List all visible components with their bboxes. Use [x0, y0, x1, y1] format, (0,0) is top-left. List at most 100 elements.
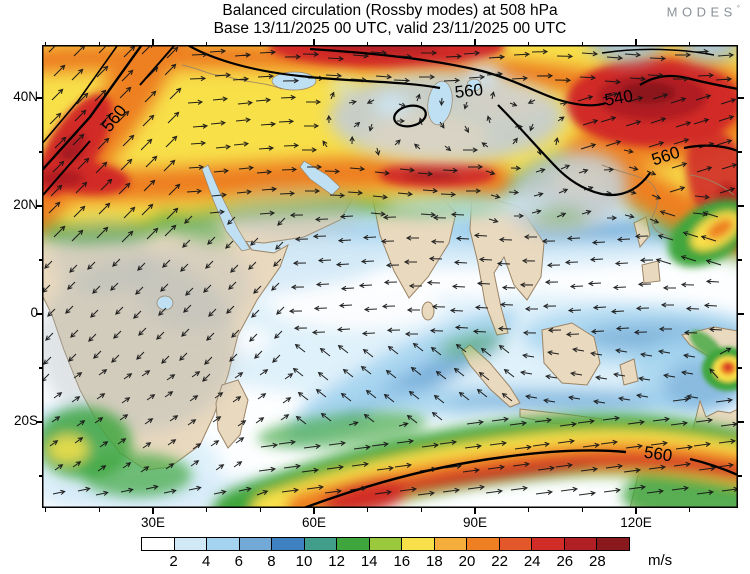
axis-tick — [738, 259, 742, 261]
axis-tick — [738, 367, 742, 369]
axis-tick — [38, 151, 42, 153]
colorbar-tick-label: 4 — [202, 553, 211, 570]
axis-tick — [738, 151, 742, 153]
page-subtitle: Base 13/11/2025 00 UTC, valid 23/11/2025… — [213, 20, 567, 37]
axis-tick — [420, 508, 422, 512]
axis-tick-label: 0 — [30, 305, 38, 320]
axis-tick — [38, 367, 42, 369]
colorbar-tick-label: 14 — [360, 553, 378, 570]
colorbar — [141, 537, 630, 551]
inland-seas — [156, 71, 482, 311]
contour-label: 540 — [603, 86, 634, 110]
axis-tick — [738, 205, 744, 207]
colorbar-segment — [336, 538, 369, 550]
colorbar-segment — [531, 538, 564, 550]
calm-grey-overlays — [42, 45, 738, 433]
axis-tick — [474, 508, 476, 514]
axis-tick — [635, 508, 637, 514]
axis-tick-label: 20N — [13, 197, 38, 212]
sumatra — [461, 344, 521, 408]
title-block: Balanced circulation (Rossby modes) at 5… — [42, 2, 738, 38]
colorbar-unit: m/s — [648, 552, 673, 569]
colorbar-tick-label: 12 — [328, 553, 345, 570]
colorbar-segment — [303, 538, 337, 550]
colorbar-tick-label: 28 — [589, 553, 606, 570]
colorbar-tick-label: 20 — [458, 553, 476, 570]
axis-tick — [259, 508, 261, 512]
colorbar-segment — [173, 538, 207, 550]
colorbar-tick-label: 8 — [267, 553, 276, 570]
axis-tick — [581, 508, 583, 512]
easterly-jet-streak — [668, 198, 738, 268]
axis-tick — [367, 508, 369, 512]
axis-tick — [206, 41, 208, 45]
axis-tick — [528, 508, 530, 512]
contour-label: 560 — [643, 443, 674, 466]
axis-tick — [36, 313, 42, 315]
axis-tick — [420, 41, 422, 45]
colorbar-segment — [206, 538, 239, 550]
colorbar-segment — [433, 538, 467, 550]
colorbar-tick-label: 6 — [234, 553, 243, 570]
axis-tick — [738, 97, 744, 99]
axis-tick — [635, 39, 637, 45]
modes-logo: MODES° — [667, 4, 740, 19]
colorbar-segment — [238, 538, 272, 550]
axis-tick — [45, 508, 47, 512]
colorbar-tick-label: 26 — [556, 553, 574, 570]
axis-tick — [38, 259, 42, 261]
sri-lanka — [421, 301, 435, 321]
colorbar-tick-label: 24 — [523, 553, 541, 570]
lake-victoria — [156, 295, 174, 311]
axis-tick — [152, 39, 154, 45]
axis-tick — [152, 508, 154, 514]
axis-tick — [581, 41, 583, 45]
mindanao — [641, 260, 661, 284]
axis-tick — [689, 508, 691, 512]
colorbar-tick-label: 10 — [295, 553, 313, 570]
axis-tick-label: 60E — [301, 515, 327, 530]
axis-tick — [259, 41, 261, 45]
axis-tick — [313, 508, 315, 514]
axis-tick — [738, 475, 742, 477]
axis-tick — [313, 39, 315, 45]
colorbar-segment — [563, 538, 597, 550]
axis-tick-label: 90E — [463, 515, 488, 530]
colorbar-segment — [368, 538, 402, 550]
axis-tick-label: 30E — [140, 515, 166, 530]
colorbar-segment — [401, 538, 434, 550]
axis-tick-label: 20S — [13, 413, 38, 428]
axis-tick — [738, 313, 744, 315]
map-frame — [42, 45, 738, 508]
axis-tick — [36, 421, 42, 423]
axis-tick — [206, 508, 208, 512]
colorbar-segment — [142, 538, 174, 550]
wind-arrow-field — [42, 45, 738, 497]
axis-tick-label: 40N — [13, 89, 38, 104]
axis-tick — [474, 39, 476, 45]
luzon — [633, 216, 651, 249]
axis-tick — [367, 41, 369, 45]
axis-tick — [528, 41, 530, 45]
axis-tick — [98, 508, 100, 512]
modes-logo-text: MODES — [666, 4, 737, 20]
modes-logo-mark: ° — [736, 4, 740, 13]
colorbar-tick-label: 16 — [393, 553, 411, 570]
axis-tick — [36, 97, 42, 99]
colorbar-segment — [466, 538, 499, 550]
cyclone-vortex — [689, 330, 738, 391]
axis-tick — [36, 205, 42, 207]
axis-tick — [45, 41, 47, 45]
contour-label: 560 — [454, 80, 484, 102]
colorbar-tick-label: 18 — [426, 553, 443, 570]
sulawesi — [619, 358, 639, 386]
page-title: Balanced circulation (Rossby modes) at 5… — [222, 2, 558, 19]
axis-tick-label: 120E — [620, 515, 652, 530]
axis-tick — [738, 421, 744, 423]
colorbar-segment — [596, 538, 629, 550]
wind-arrows — [42, 45, 738, 497]
wind-speed-shading-south — [42, 407, 738, 508]
